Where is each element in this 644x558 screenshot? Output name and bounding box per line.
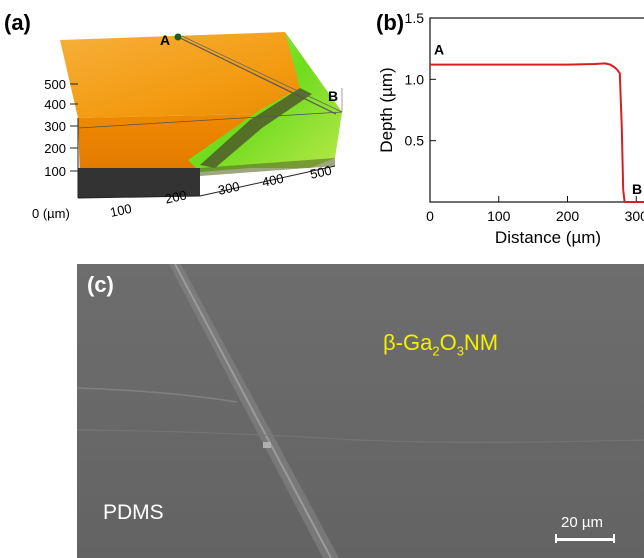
z-tick-label: 300 bbox=[44, 119, 66, 134]
x-tick-label: 100 bbox=[109, 201, 133, 220]
y-axis-label: Depth (µm) bbox=[377, 67, 396, 152]
z-tick-label: 200 bbox=[44, 141, 66, 156]
x-axis-line bbox=[199, 165, 336, 197]
x-axis-label: Distance (µm) bbox=[495, 228, 601, 247]
x-tick-label: 300 bbox=[217, 179, 241, 198]
origin-label: 0 (µm) bbox=[32, 206, 70, 221]
x-tick-label: 200 bbox=[164, 187, 188, 206]
wrinkle-line bbox=[77, 429, 644, 443]
z-tick-label: 400 bbox=[44, 97, 66, 112]
surface-3d-panel: (a) A B 500 400 300 200 100 100 200 300 … bbox=[0, 0, 372, 250]
x-tick-label: 0 bbox=[426, 208, 434, 224]
x-tick-label: 300 bbox=[625, 208, 644, 224]
point-a-label: A bbox=[160, 32, 170, 48]
base-edge-line bbox=[77, 195, 201, 199]
x-tick-label: 400 bbox=[261, 171, 285, 190]
z-tick-label: 100 bbox=[44, 164, 66, 179]
panel-label-c: (c) bbox=[87, 272, 114, 297]
x-tick-label: 500 bbox=[309, 163, 333, 182]
surface-3d-plot: (a) A B 500 400 300 200 100 100 200 300 … bbox=[4, 10, 343, 221]
y-tick-label: 0.5 bbox=[405, 133, 425, 149]
y-axis-ticks: 0.5 1.0 1.5 bbox=[405, 10, 436, 149]
depth-profile-panel: (b) 0.5 1.0 1.5 0 100 200 300 A B Distance (µ… bbox=[372, 0, 644, 255]
surface-outline bbox=[77, 111, 343, 129]
defect-spot bbox=[263, 442, 271, 448]
x-axis-ticks: 0 100 200 300 bbox=[426, 196, 644, 224]
panel-label-a: (a) bbox=[4, 10, 31, 35]
ga2o3-nm-label: β-Ga2O3NM bbox=[383, 330, 499, 359]
point-b-label: B bbox=[328, 88, 338, 104]
plot-frame bbox=[429, 17, 644, 203]
profile-point-b-label: B bbox=[632, 181, 642, 197]
profile-line-ab bbox=[175, 35, 337, 115]
scale-bar bbox=[555, 534, 615, 543]
base-dark bbox=[78, 168, 200, 198]
scale-bar-label: 20 µm bbox=[561, 514, 603, 531]
y-tick-label: 1.5 bbox=[405, 10, 425, 26]
nm-edge-line bbox=[174, 264, 332, 558]
sem-image bbox=[77, 264, 644, 558]
depth-profile-chart: (b) 0.5 1.0 1.5 0 100 200 300 A B Distance (µ… bbox=[376, 10, 644, 247]
point-a-marker bbox=[174, 33, 182, 41]
sem-image-panel: (c) β-Ga2O3NM PDMS 20 µm bbox=[77, 264, 644, 558]
y-tick-label: 1.0 bbox=[405, 71, 425, 87]
x-tick-label: 200 bbox=[556, 208, 580, 224]
profile-line-ab-2 bbox=[181, 35, 343, 113]
step-edge-shadow bbox=[200, 88, 312, 168]
x-tick-label: 100 bbox=[487, 208, 511, 224]
wrinkle-line bbox=[77, 387, 238, 403]
pdms-label: PDMS bbox=[103, 501, 164, 524]
substrate-green-region bbox=[188, 32, 342, 172]
profile-point-a-label: A bbox=[434, 42, 444, 58]
base-dark-right bbox=[200, 158, 335, 176]
surface-top bbox=[60, 32, 342, 118]
depth-series-line bbox=[430, 62, 644, 203]
z-tick-label: 500 bbox=[44, 77, 66, 92]
panel-label-b: (b) bbox=[376, 10, 404, 35]
